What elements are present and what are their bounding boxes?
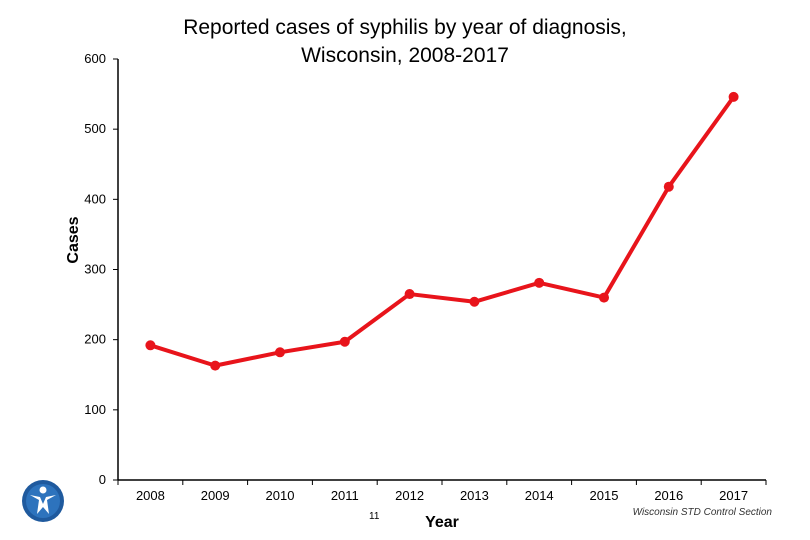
- chart-series: [145, 91, 739, 371]
- x-tick-label: 2014: [525, 488, 554, 503]
- data-point: [145, 340, 156, 351]
- data-point: [275, 347, 285, 358]
- x-tick-label: 2015: [590, 488, 619, 503]
- x-tick-label: 2010: [266, 488, 295, 503]
- y-tick-label: 200: [84, 332, 106, 347]
- data-point: [599, 292, 609, 303]
- data-point: [728, 91, 739, 102]
- data-point: [469, 296, 480, 307]
- x-tick-label: 2009: [201, 488, 230, 503]
- y-tick-label: 0: [99, 472, 106, 487]
- y-axis-label: Cases: [65, 216, 82, 263]
- series-line: [149, 95, 736, 368]
- y-tick-label: 600: [84, 51, 106, 66]
- y-tick-label: 400: [84, 191, 106, 206]
- data-point: [663, 181, 674, 192]
- x-tick-label: 2016: [654, 488, 683, 503]
- chart-title-line-1: Reported cases of syphilis by year of di…: [183, 16, 627, 39]
- source-credit: Wisconsin STD Control Section: [632, 507, 772, 518]
- x-tick-label: 2011: [331, 488, 359, 503]
- data-point: [534, 277, 545, 288]
- x-tick-label: 2008: [136, 488, 165, 503]
- data-point: [210, 360, 221, 371]
- x-tick-label: 2013: [460, 488, 489, 503]
- data-point: [339, 336, 350, 347]
- page-number: 11: [369, 511, 380, 522]
- y-tick-label: 300: [84, 262, 106, 277]
- x-tick-label: 2012: [395, 488, 424, 503]
- wisconsin-dhs-logo-icon: [20, 478, 66, 524]
- x-axis-label: Year: [425, 514, 459, 531]
- chart-axes: [117, 59, 766, 481]
- y-tick-label: 100: [84, 402, 106, 417]
- chart-ticks: 0 100 200 300 400 500 600 2008 2009 2010 2011 2012 2…: [84, 51, 767, 503]
- chart-title-line-2: Wisconsin, 2008-2017: [301, 44, 509, 67]
- y-tick-label: 500: [84, 121, 106, 136]
- data-point: [404, 289, 415, 300]
- x-tick-label: 2017: [719, 488, 748, 503]
